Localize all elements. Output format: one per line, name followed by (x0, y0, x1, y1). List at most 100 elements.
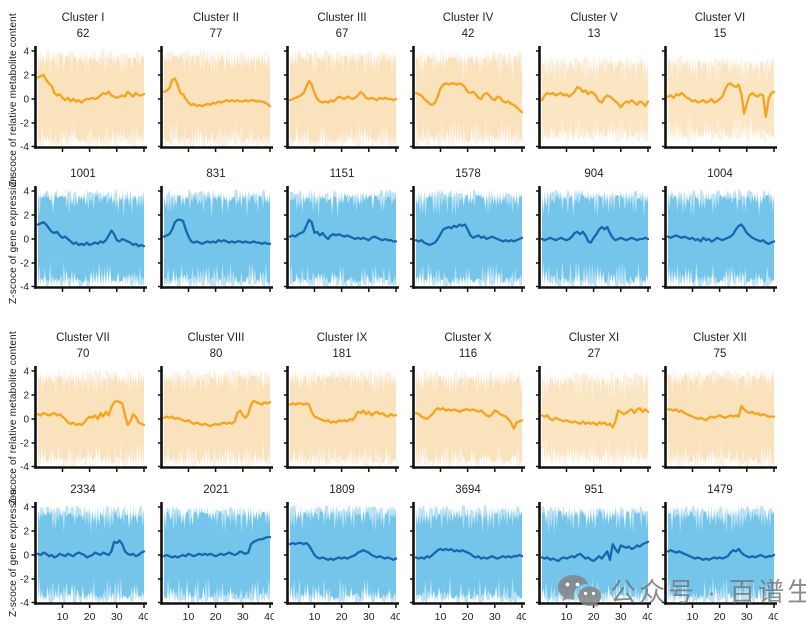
ensemble-band (416, 194, 522, 284)
subplot-r4-c1: 2334 4 2 0 -2 -4 10 20 30 40 (18, 482, 148, 627)
plot-row-gene-1: 1001 4 2 0 -2 -4 831 1151 1578 904 1004 (18, 166, 778, 295)
x-tick-label: 30 (489, 611, 501, 623)
subplot-chart (158, 366, 273, 472)
ensemble-band (668, 510, 774, 600)
cluster-title: Cluster XII (693, 332, 747, 344)
subplot-chart (284, 186, 399, 292)
subplot-chart (410, 366, 525, 472)
subplot-r4-c3: 1809 10 20 30 40 (284, 482, 400, 627)
cluster-count: 831 (206, 168, 226, 180)
subplot-r3-c5: Cluster XI 27 (536, 330, 652, 475)
x-tick-label: 20 (462, 611, 474, 623)
mean-line (162, 535, 272, 559)
subplot-chart: 10 20 30 40 (410, 502, 526, 623)
x-tick-label: 20 (714, 611, 726, 623)
cluster-title: Cluster IV (442, 12, 494, 24)
cluster-count: 951 (584, 484, 604, 496)
subplot-r3-c1: Cluster VII 70 4 2 0 -2 -4 (18, 330, 148, 475)
ensemble-band (38, 375, 144, 464)
y-tick-label: 2 (23, 391, 29, 402)
y-tick-label: -2 (20, 439, 29, 450)
mean-line (666, 547, 776, 561)
mean-line (162, 399, 272, 428)
mean-line (414, 82, 524, 114)
subplot-r2-c5: 904 (536, 166, 652, 295)
subplot-chart: 10 20 30 40 (662, 502, 778, 623)
cluster-count: 13 (587, 28, 601, 40)
mean-line (414, 407, 524, 430)
subplot-r2-c2: 831 (158, 166, 274, 295)
cluster-count: 2021 (203, 484, 229, 496)
cluster-count: 67 (335, 28, 349, 40)
mean-line (666, 223, 776, 245)
subplot-chart: 4 2 0 -2 -4 (20, 186, 147, 293)
x-tick-label: 40 (768, 611, 778, 623)
subplot-chart: 10 20 30 40 (158, 502, 274, 623)
subplot-r1-c2: Cluster II 77 (158, 10, 274, 155)
cluster-title: Cluster I (61, 12, 105, 24)
subplot-r1-c5: Cluster V 13 (536, 10, 652, 155)
mean-line (666, 404, 776, 422)
y-tick-label: 4 (23, 503, 29, 514)
ensemble-band (542, 377, 648, 461)
ensemble-band (668, 374, 774, 464)
subplot-r2-c4: 1578 (410, 166, 526, 295)
mean-line (36, 539, 146, 559)
x-tick-label: 30 (615, 611, 627, 623)
ensemble-band (164, 374, 270, 464)
cluster-title: Cluster X (444, 332, 492, 344)
mean-line (414, 547, 524, 560)
x-tick-label: 30 (237, 611, 249, 623)
x-tick-label: 10 (309, 611, 321, 623)
cluster-count: 27 (587, 348, 601, 360)
mean-line (666, 82, 776, 119)
plot-row-metabolite-2: Cluster VII 70 4 2 0 -2 -4 Cluster VIII 80 Cluste… (18, 330, 778, 475)
subplot-r4-c2: 2021 10 20 30 40 (158, 482, 274, 627)
cluster-count: 42 (461, 28, 475, 40)
subplot-chart: 420-2-410 20 30 40 (20, 502, 148, 623)
ensemble-band (164, 194, 270, 283)
subplot-r3-c4: Cluster X 116 (410, 330, 526, 475)
y-tick-label: -2 (20, 259, 29, 270)
y-tick-label: 4 (23, 187, 29, 198)
subplot-r2-c3: 1151 (284, 166, 400, 295)
subplot-chart (662, 366, 777, 472)
x-tick-label: 10 (183, 611, 195, 623)
ensemble-band (416, 55, 522, 143)
x-tick-label: 10 (561, 611, 573, 623)
y-tick-label: 2 (23, 527, 29, 538)
subplot-chart (662, 186, 777, 292)
y-tick-label: 2 (23, 71, 29, 82)
cluster-count: 1578 (455, 168, 481, 180)
subplot-chart (536, 186, 651, 292)
mean-line (414, 223, 524, 247)
cluster-count: 1004 (707, 168, 733, 180)
cluster-title: Cluster IX (316, 332, 368, 344)
subplot-r3-c6: Cluster XII 75 (662, 330, 778, 475)
cluster-count: 1479 (707, 484, 733, 496)
mean-line (288, 541, 398, 561)
cluster-title: Cluster III (317, 12, 367, 24)
subplot-r1-c4: Cluster IV 42 (410, 10, 526, 155)
x-tick-label: 40 (264, 611, 274, 623)
subplot-r4-c5: 951 10 20 30 40 (536, 482, 652, 627)
x-tick-label: 30 (363, 611, 375, 623)
mean-line (162, 218, 272, 245)
mean-line (36, 73, 146, 104)
subplot-r4-c6: 1479 10 20 30 40 (662, 482, 778, 627)
cluster-count: 75 (713, 348, 727, 360)
y-tick-label: 0 (23, 415, 29, 426)
subplot-chart (410, 186, 525, 292)
y-tick-label: 2 (23, 211, 29, 222)
cluster-count: 2334 (70, 484, 96, 496)
subplot-r1-c1: Cluster I 62 4 2 0 -2 -4 (18, 10, 148, 155)
ensemble-band (542, 194, 648, 284)
subplot-chart (536, 366, 651, 472)
subplot-chart (662, 46, 777, 152)
subplot-chart: 4 2 0 -2 -4 (20, 366, 147, 473)
y-tick-label: -2 (20, 575, 29, 586)
subplot-r4-c4: 3694 10 20 30 40 (410, 482, 526, 627)
x-tick-label: 30 (741, 611, 753, 623)
cluster-count: 1001 (70, 168, 96, 180)
